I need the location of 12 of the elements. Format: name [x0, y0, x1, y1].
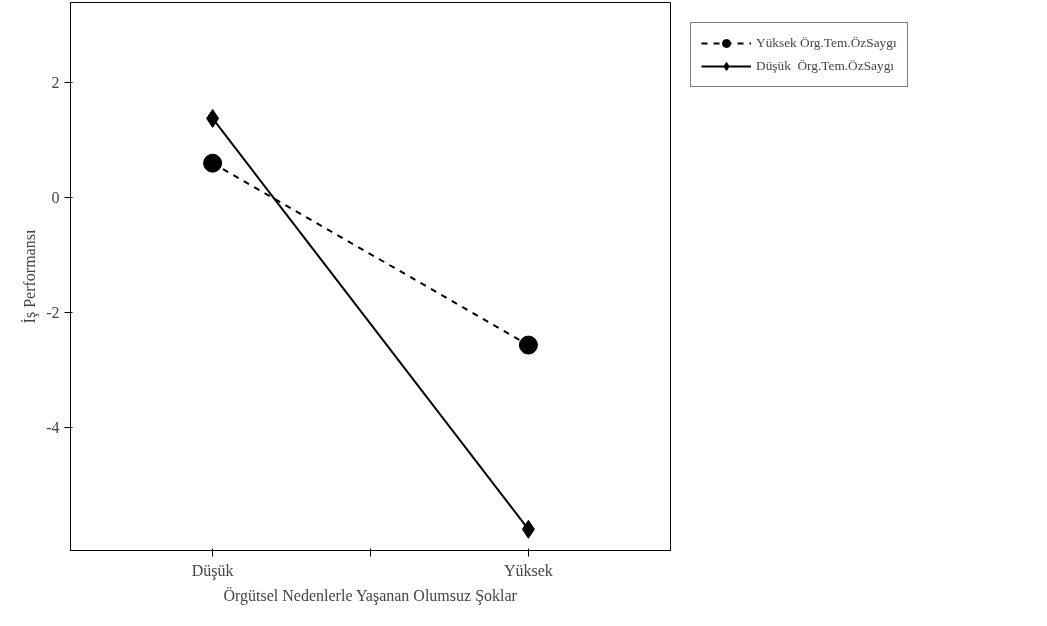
legend-label: Yüksek Örg.Tem.ÖzSaygı	[756, 35, 897, 51]
y-tick-label: 0	[51, 189, 60, 207]
y-axis-title: İş Performansı	[21, 229, 40, 324]
y-tick-label: -2	[46, 303, 60, 321]
point	[203, 153, 223, 173]
x-tick-label: Yüksek	[503, 561, 553, 579]
y-tick-label: -4	[46, 418, 60, 436]
legend-label: Düşük Örg.Tem.ÖzSaygı	[756, 58, 895, 74]
x-tick-label: Düşük	[191, 561, 234, 580]
point	[518, 335, 538, 355]
x-axis-title: Örgütsel Nedenlerle Yaşanan Olumsuz Şoklar	[223, 586, 518, 605]
y-tick-label: 2	[51, 74, 60, 92]
